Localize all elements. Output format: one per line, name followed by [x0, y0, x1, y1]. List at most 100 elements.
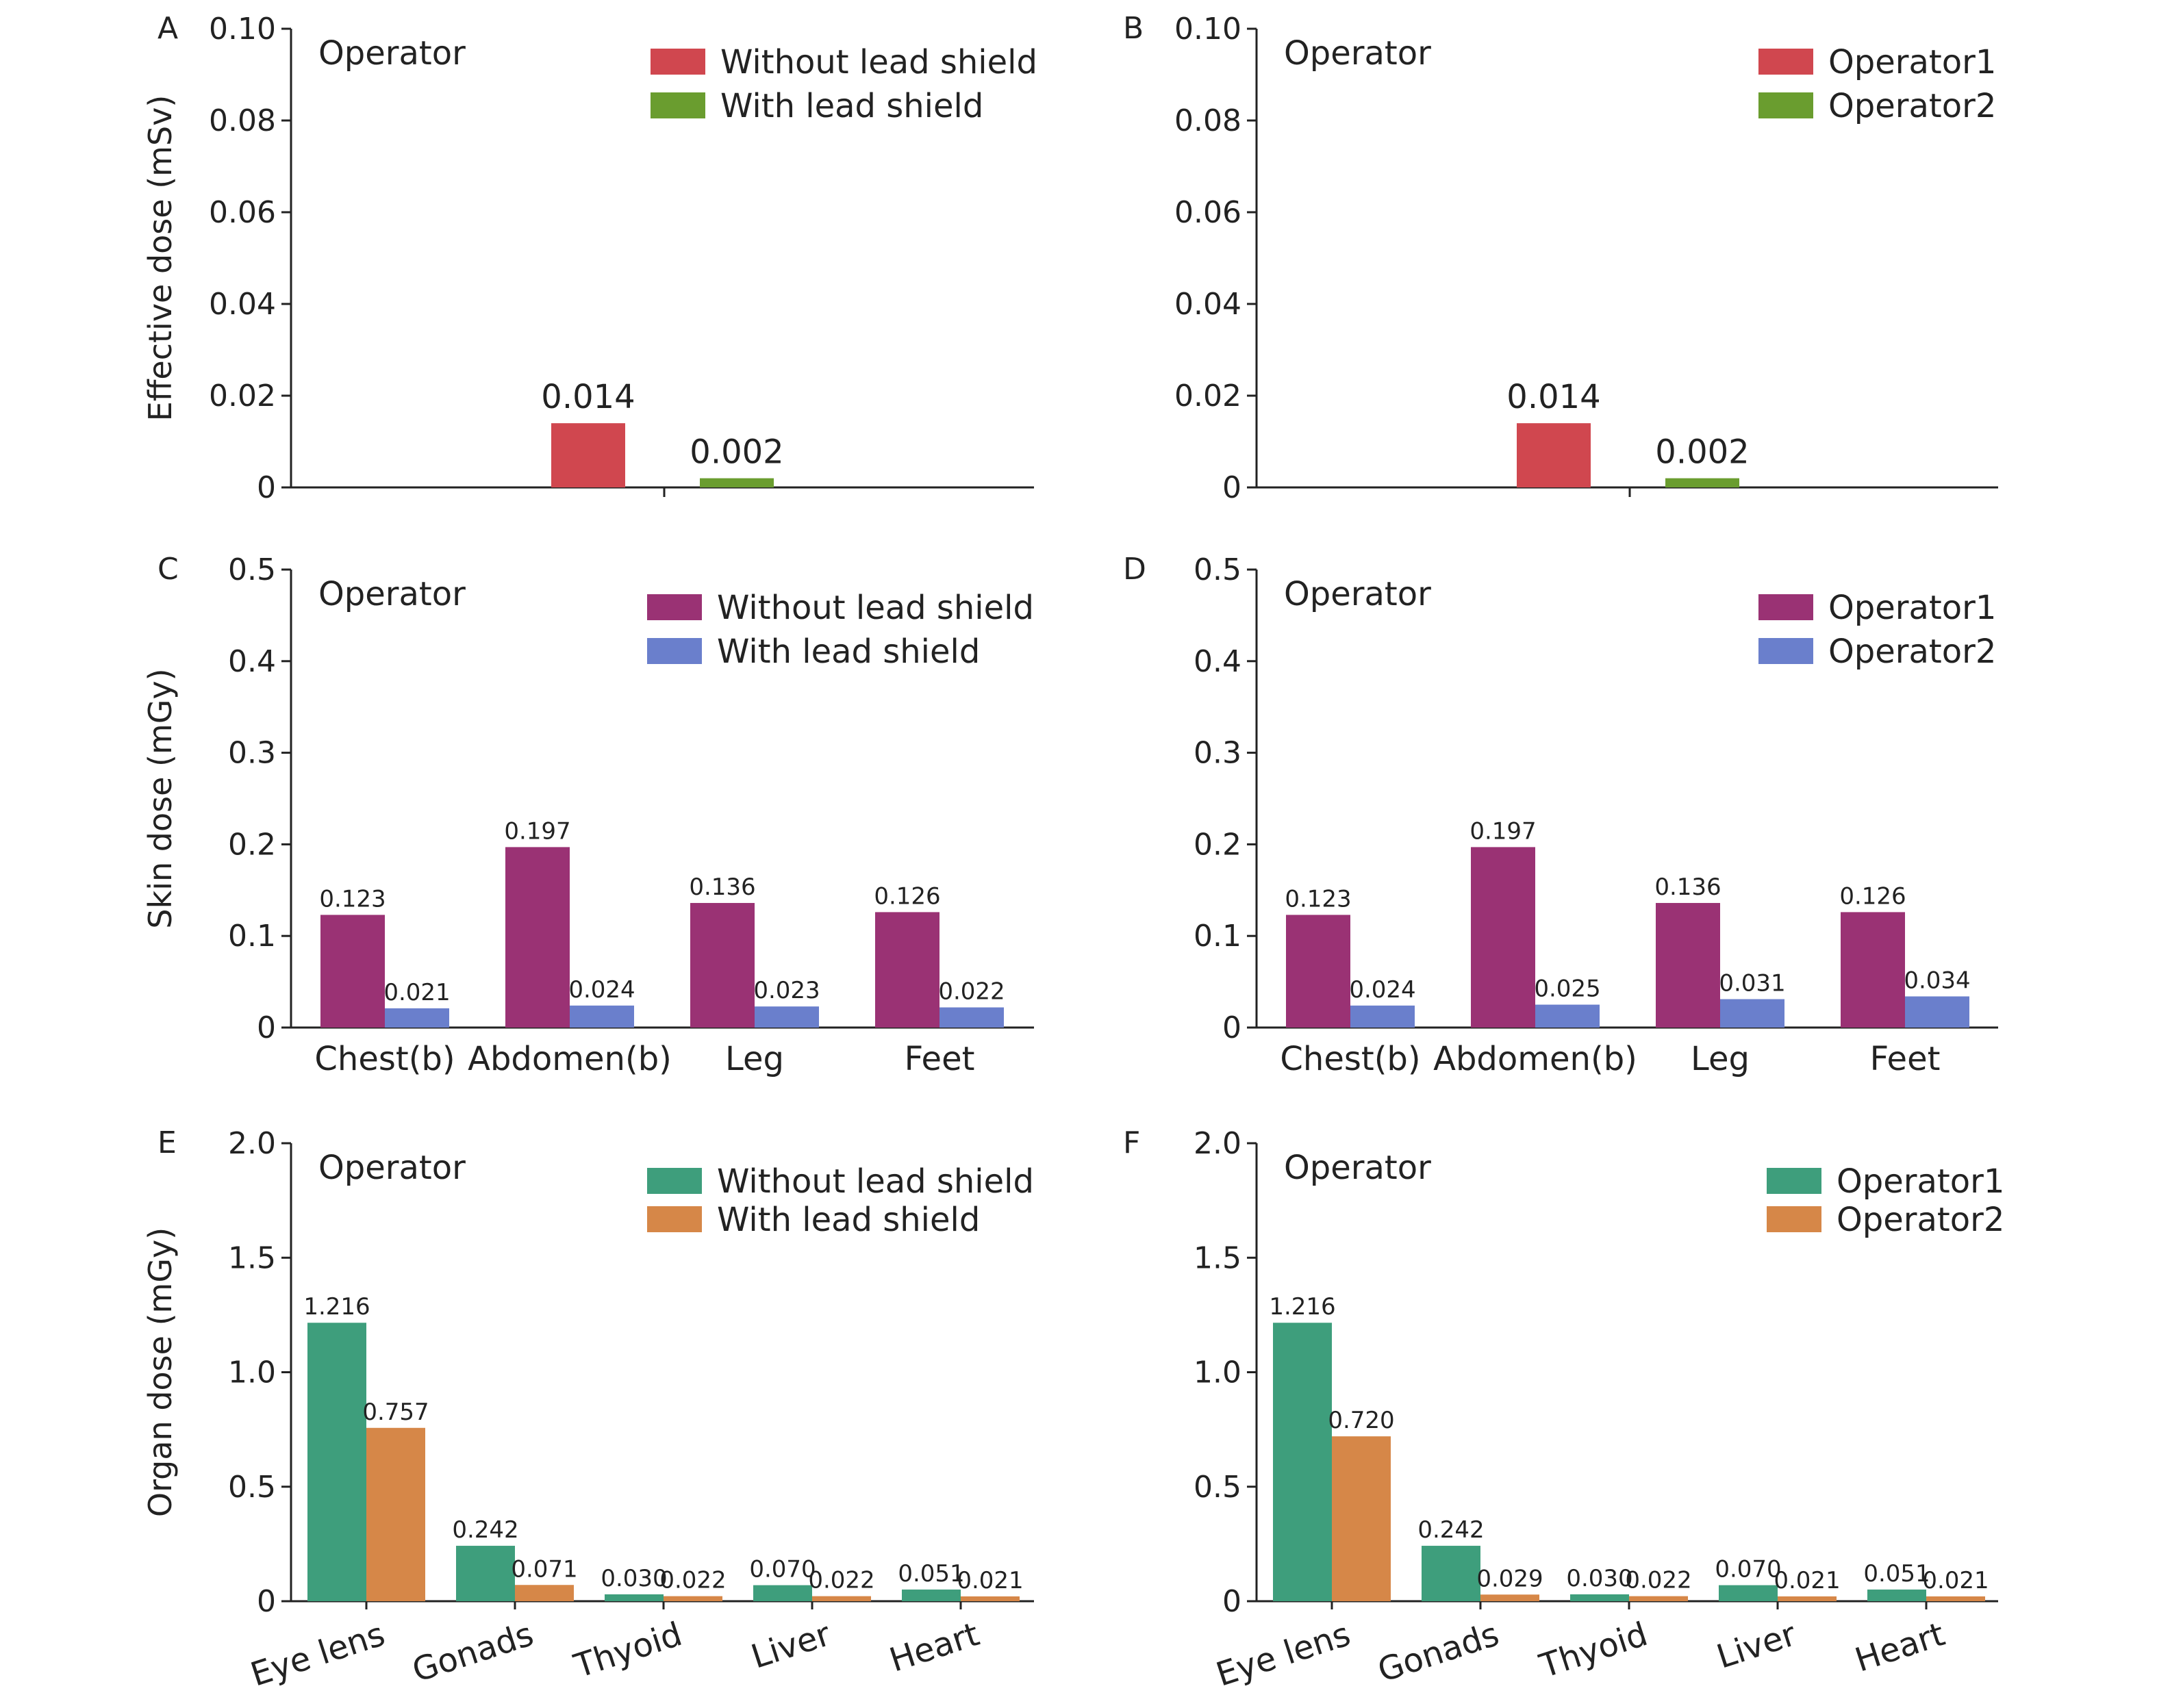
data-label: 0.024 — [568, 976, 635, 1004]
panel-letter: D — [1123, 552, 1146, 587]
data-label: 0.070 — [749, 1556, 816, 1583]
y-tick-label: 0.02 — [209, 379, 276, 413]
data-label: 0.034 — [1904, 967, 1970, 995]
bar-c-1-3 — [939, 1007, 1004, 1028]
data-label: 0.123 — [319, 885, 386, 913]
legend-label: With lead shield — [720, 87, 983, 125]
operator-label: Operator — [318, 34, 466, 73]
bar-f-0-3 — [1719, 1585, 1778, 1601]
bar-d-0-2 — [1656, 903, 1720, 1028]
y-tick-label: 0 — [257, 1584, 276, 1619]
data-label: 0.021 — [1774, 1567, 1840, 1594]
bar-b-0-0 — [1517, 423, 1591, 487]
data-label: 0.031 — [1719, 970, 1785, 997]
bar-e-1-1 — [515, 1585, 574, 1601]
x-tick-label: Chest(b) — [314, 1040, 455, 1078]
y-tick-label: 0.4 — [1194, 644, 1241, 679]
bar-f-1-1 — [1480, 1594, 1539, 1601]
y-tick-label: 0.06 — [1174, 195, 1241, 230]
y-tick-label: 1.5 — [228, 1240, 276, 1275]
x-tick-label: Gonads — [1373, 1615, 1503, 1690]
operator-label: Operator — [1284, 575, 1431, 613]
bar-d-1-3 — [1905, 996, 1969, 1028]
operator-label: Operator — [1284, 1149, 1431, 1187]
legend-label: Operator2 — [1828, 87, 1996, 125]
x-tick-label: Liver — [1712, 1615, 1801, 1677]
legend-swatch — [1767, 1206, 1821, 1232]
bar-b-1-0 — [1665, 478, 1739, 487]
y-tick-label: 2.0 — [228, 1126, 276, 1161]
x-tick-label: Heart — [1850, 1615, 1949, 1680]
data-label: 0.021 — [1922, 1567, 1989, 1594]
bar-d-0-3 — [1841, 912, 1905, 1028]
bar-e-0-2 — [605, 1594, 664, 1601]
bar-d-1-0 — [1350, 1005, 1415, 1028]
legend-swatch — [1758, 92, 1813, 118]
x-tick-label: Leg — [725, 1040, 784, 1078]
x-tick-label: Chest(b) — [1280, 1040, 1420, 1078]
bar-e-1-2 — [664, 1596, 722, 1601]
x-tick-label: Liver — [746, 1615, 835, 1677]
data-label: 0.071 — [511, 1555, 577, 1583]
legend-swatch — [651, 92, 705, 118]
x-tick-label: Leg — [1691, 1040, 1750, 1078]
legend-label: Without lead shield — [717, 589, 1034, 627]
panel-a: A 0 0.02 0.04 0.06 0.08 0.10 Effective dose (mS… — [142, 11, 1037, 505]
y-tick-label: 0.5 — [228, 552, 276, 587]
bar-d-1-2 — [1720, 999, 1784, 1028]
panel-letter: C — [157, 552, 179, 587]
y-tick-label: 0.5 — [1194, 552, 1241, 587]
y-tick-label: 0 — [257, 470, 276, 505]
data-label: 0.022 — [659, 1567, 726, 1594]
data-label: 0.136 — [1654, 874, 1721, 901]
legend-swatch — [1767, 1168, 1821, 1194]
data-label: 0.002 — [1655, 433, 1749, 472]
bar-c-1-2 — [755, 1006, 819, 1028]
x-tick-label: Eye lens — [1211, 1615, 1354, 1694]
panel-letter: E — [157, 1125, 177, 1160]
data-label: 0.136 — [689, 874, 755, 901]
panel-letter: B — [1123, 11, 1144, 46]
operator-label: Operator — [1284, 34, 1431, 73]
legend-label: Operator1 — [1837, 1162, 2004, 1201]
legend-label: With lead shield — [717, 633, 980, 671]
y-tick-label: 0.02 — [1174, 379, 1241, 413]
bar-c-0-0 — [320, 915, 385, 1028]
y-tick-label: 0.5 — [1194, 1470, 1241, 1505]
legend-swatch — [647, 1168, 702, 1194]
data-label: 0.024 — [1349, 976, 1415, 1004]
data-label: 0.051 — [898, 1560, 964, 1588]
y-tick-label: 0.3 — [1194, 736, 1241, 771]
panel-letter: A — [157, 11, 178, 46]
operator-label: Operator — [318, 575, 466, 613]
bar-f-1-3 — [1778, 1596, 1837, 1601]
panel-letter: F — [1123, 1125, 1140, 1160]
data-label: 0.197 — [504, 817, 570, 845]
x-tick-label: Abdomen(b) — [1433, 1040, 1637, 1078]
bar-a-0-0 — [551, 423, 625, 487]
legend-swatch — [651, 49, 705, 75]
panel-c: C 0 0.1 0.2 0.3 0.4 0.5 Skin dose (mGy) Operator… — [142, 552, 1034, 1078]
data-label: 0.014 — [1506, 378, 1600, 416]
x-tick-label: Feet — [905, 1040, 975, 1078]
bar-f-1-0 — [1332, 1436, 1391, 1601]
data-label: 0.757 — [362, 1399, 429, 1426]
data-label: 0.002 — [690, 433, 783, 472]
data-label: 0.021 — [957, 1567, 1023, 1594]
y-tick-label: 0.08 — [1174, 103, 1241, 138]
y-tick-label: 0.2 — [1194, 827, 1241, 862]
data-label: 0.022 — [808, 1567, 874, 1594]
bar-e-0-1 — [456, 1546, 515, 1601]
data-label: 0.126 — [1839, 882, 1906, 910]
bar-a-1-0 — [700, 478, 774, 487]
legend-label: With lead shield — [717, 1201, 980, 1239]
x-tick-label: Abdomen(b) — [468, 1040, 672, 1078]
legend-swatch — [647, 1206, 702, 1232]
data-label: 0.029 — [1476, 1565, 1543, 1592]
data-label: 0.051 — [1863, 1560, 1930, 1588]
x-tick-label: Eye lens — [246, 1615, 389, 1694]
bar-d-1-1 — [1535, 1004, 1600, 1028]
panel-f: F 0 0.5 1.0 1.5 2.0 Operator Operator1Operator2… — [1123, 1125, 2004, 1694]
data-label: 0.022 — [938, 978, 1005, 1006]
